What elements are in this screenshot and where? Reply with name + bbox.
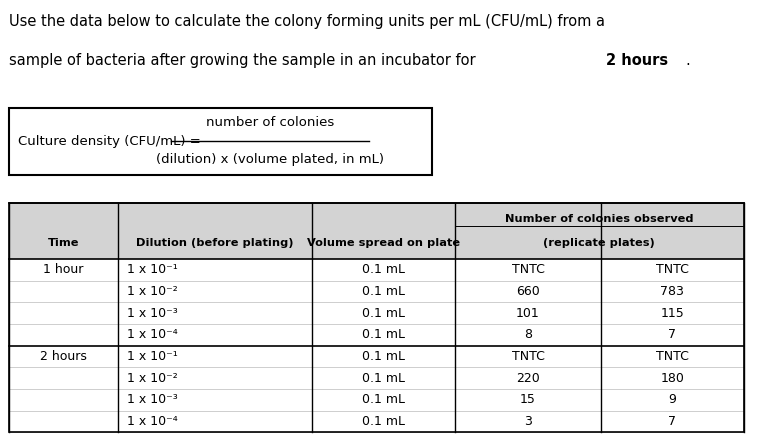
Text: 0.1 mL: 0.1 mL: [362, 350, 405, 363]
Text: TNTC: TNTC: [511, 263, 545, 276]
Text: TNTC: TNTC: [656, 350, 689, 363]
Text: 1 x 10⁻¹: 1 x 10⁻¹: [127, 350, 177, 363]
Text: 8: 8: [524, 328, 532, 341]
Text: Dilution (before plating): Dilution (before plating): [137, 238, 294, 249]
Text: Culture density (CFU/mL) =: Culture density (CFU/mL) =: [18, 135, 205, 148]
Text: 1 x 10⁻²: 1 x 10⁻²: [127, 372, 177, 385]
Text: TNTC: TNTC: [511, 350, 545, 363]
FancyBboxPatch shape: [9, 108, 433, 175]
FancyBboxPatch shape: [9, 203, 743, 259]
Text: 7: 7: [668, 415, 676, 428]
Text: 2 hours: 2 hours: [607, 53, 668, 68]
Text: TNTC: TNTC: [656, 263, 689, 276]
Text: 3: 3: [524, 415, 532, 428]
Text: Time: Time: [47, 238, 79, 249]
Text: 0.1 mL: 0.1 mL: [362, 285, 405, 298]
Text: 0.1 mL: 0.1 mL: [362, 263, 405, 276]
Text: 0.1 mL: 0.1 mL: [362, 328, 405, 341]
Text: (dilution) x (volume plated, in mL): (dilution) x (volume plated, in mL): [156, 153, 384, 166]
Text: .: .: [685, 53, 690, 68]
Text: Volume spread on plate: Volume spread on plate: [307, 238, 460, 249]
Text: 1 x 10⁻¹: 1 x 10⁻¹: [127, 263, 177, 276]
Text: (replicate plates): (replicate plates): [543, 238, 655, 249]
Text: 0.1 mL: 0.1 mL: [362, 415, 405, 428]
Text: 15: 15: [520, 393, 536, 406]
Text: 0.1 mL: 0.1 mL: [362, 372, 405, 385]
Text: 220: 220: [516, 372, 540, 385]
Text: 7: 7: [668, 328, 676, 341]
Text: sample of bacteria after growing the sample in an incubator for: sample of bacteria after growing the sam…: [9, 53, 480, 68]
Text: 1 x 10⁻³: 1 x 10⁻³: [127, 307, 177, 320]
Text: 1 hour: 1 hour: [43, 263, 83, 276]
Text: 0.1 mL: 0.1 mL: [362, 307, 405, 320]
Text: 1 x 10⁻³: 1 x 10⁻³: [127, 393, 177, 406]
Text: 1 x 10⁻⁴: 1 x 10⁻⁴: [127, 415, 177, 428]
Text: 0.1 mL: 0.1 mL: [362, 393, 405, 406]
Text: 1 x 10⁻⁴: 1 x 10⁻⁴: [127, 328, 177, 341]
Text: 2 hours: 2 hours: [40, 350, 87, 363]
Text: 9: 9: [668, 393, 676, 406]
Text: 660: 660: [516, 285, 540, 298]
Text: 1 x 10⁻²: 1 x 10⁻²: [127, 285, 177, 298]
Text: 783: 783: [660, 285, 684, 298]
Text: Use the data below to calculate the colony forming units per mL (CFU/mL) from a: Use the data below to calculate the colo…: [9, 14, 605, 29]
Text: number of colonies: number of colonies: [206, 116, 334, 129]
Text: 180: 180: [660, 372, 684, 385]
Text: 101: 101: [516, 307, 540, 320]
Text: Number of colonies observed: Number of colonies observed: [505, 214, 694, 224]
Text: 115: 115: [661, 307, 684, 320]
